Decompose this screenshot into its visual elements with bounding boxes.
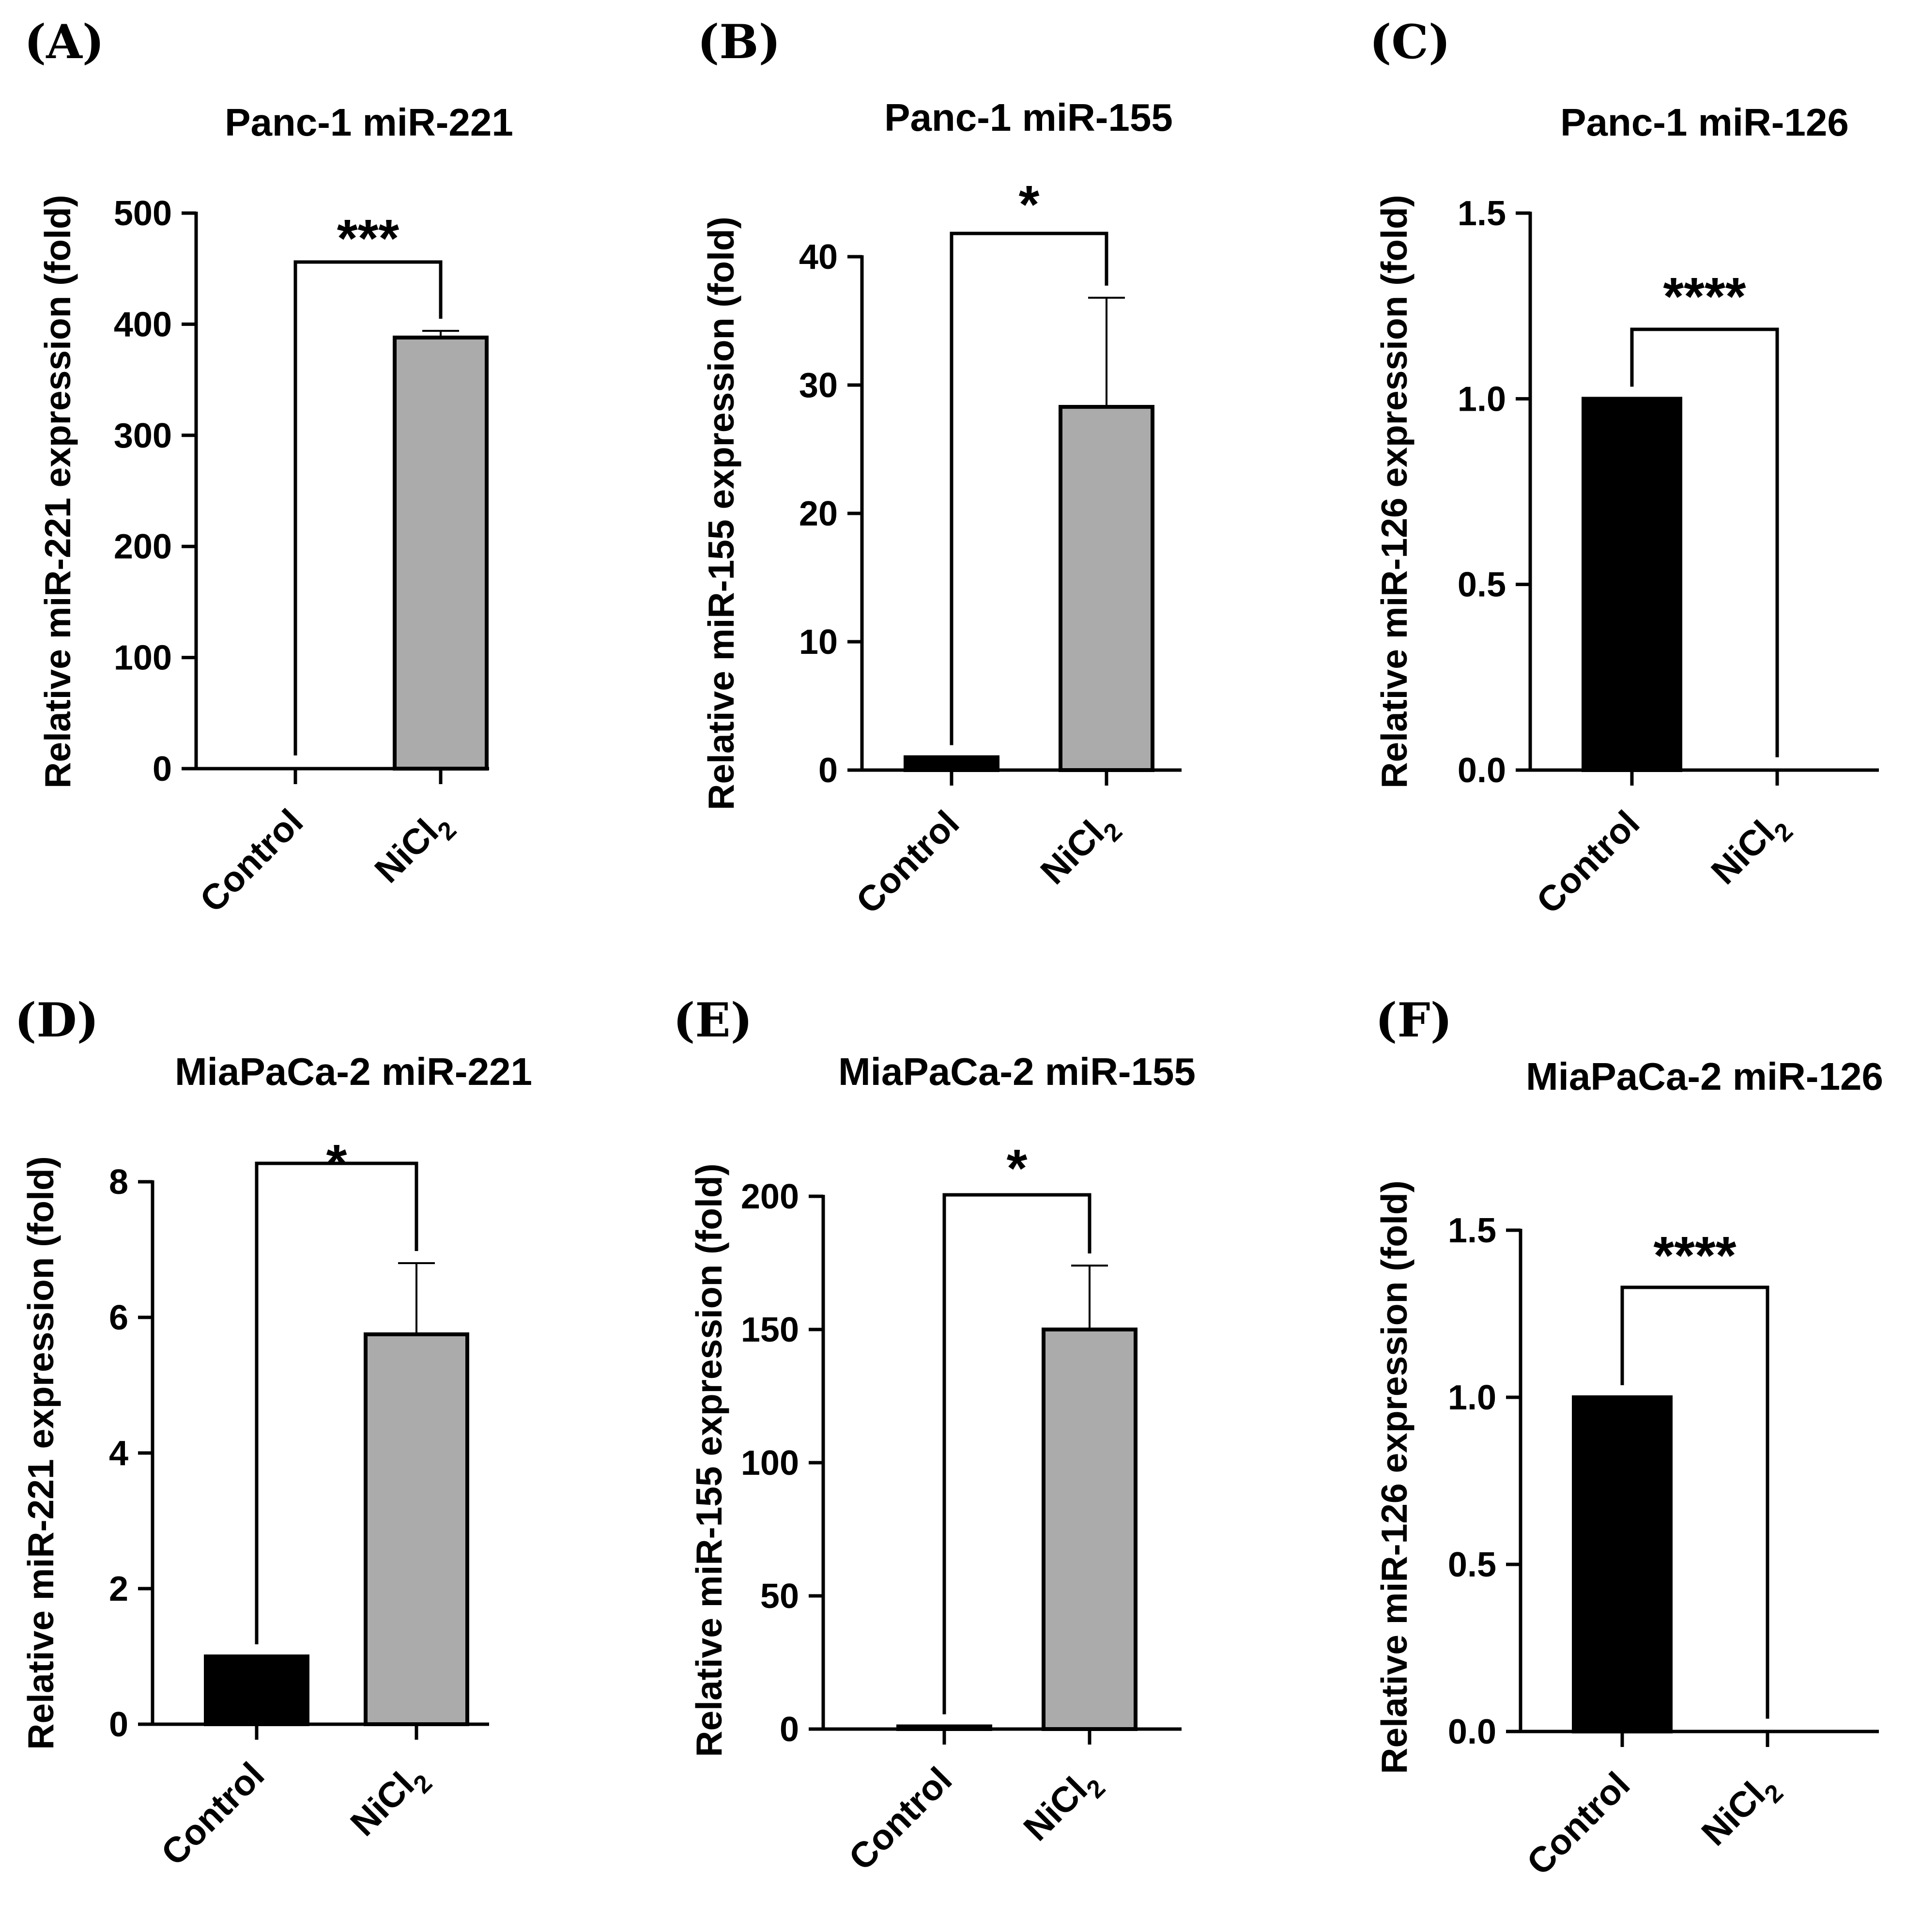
category-name: Control [192,802,311,920]
y-tick-label: 1.5 [1448,1211,1496,1250]
x-tick-label: NiCl2 [343,1755,438,1850]
y-tick-label: 50 [760,1577,799,1616]
category-name: NiCl [1033,813,1112,892]
y-tick-label: 0.0 [1448,1713,1496,1751]
chart-panel-d: (D) MiaPaCa-2 miR-221 Relative miR-221 exp… [15,993,532,1873]
y-tick-label: 0 [109,1705,128,1744]
panel-letter: (C) [1369,15,1450,69]
significance-stars: * [1007,1139,1028,1198]
y-tick-label: 2 [109,1570,128,1608]
y-tick-label: 1.0 [1458,380,1506,418]
y-tick-label: 0 [780,1710,799,1749]
panel-letter: (E) [673,993,753,1048]
bar-nicl2 [364,1332,469,1726]
y-tick-label: 200 [114,527,172,566]
category-name: NiCl [343,1764,422,1843]
significance-bracket [950,232,1108,745]
significance-stars: **** [1653,1226,1736,1285]
x-tick-label: NiCl2 [1704,803,1799,898]
bar-nicl2 [1059,405,1154,772]
panel-letter: (D) [15,993,99,1048]
significance-bracket [293,260,443,756]
y-tick-label: 1.5 [1458,194,1506,233]
panel-letter: (F) [1375,993,1452,1048]
y-tick-label: 0.0 [1458,751,1506,790]
bar-nicl2 [393,335,489,771]
y-axis-label: Relative miR-155 expression (fold) [701,216,741,810]
y-tick-label: 400 [114,305,172,344]
y-tick-label: 30 [799,366,838,405]
chart-title: Panc-1 miR-221 [225,101,513,144]
y-tick-label: 0.5 [1448,1546,1496,1584]
y-tick-label: 0 [153,750,172,788]
significance-stars: **** [1663,267,1746,326]
y-tick-label: 6 [109,1298,128,1337]
y-axis-label: Relative miR-126 expression (fold) [1374,1180,1414,1774]
x-tick-label: NiCl2 [1033,803,1128,898]
panel-letter: (A) [24,15,104,69]
chart-panel-f: (F) MiaPaCa-2 miR-126 Relative miR-126 exp… [1374,993,1883,1883]
category-name: NiCl [1016,1769,1095,1848]
y-tick-label: 10 [799,623,838,662]
chart-title: MiaPaCa-2 miR-155 [838,1050,1196,1093]
category-name: Control [154,1755,272,1873]
y-tick-label: 100 [114,639,172,678]
y-tick-label: 40 [799,238,838,277]
chart-panel-c: (C) Panc-1 miR-126 Relative miR-126 expres… [1369,15,1879,921]
chart-title: MiaPaCa-2 miR-126 [1526,1055,1883,1098]
significance-stars: *** [337,209,400,268]
category-name: NiCl [367,811,446,890]
category-name: NiCl [1704,813,1783,892]
significance-bracket [1620,1285,1769,1719]
chart-panel-e: (E) MiaPaCa-2 miR-155 Relative miR-155 exp… [673,993,1196,1878]
y-tick-label: 500 [114,194,172,233]
bar-control [204,1654,309,1726]
bar-nicl2 [1042,1328,1137,1731]
category-name: Control [1529,803,1647,922]
bar-control [1572,1395,1673,1733]
y-tick-label: 0 [818,751,838,790]
x-tick-label: Control [154,1755,272,1873]
y-tick-label: 1.0 [1448,1378,1496,1417]
chart-title: Panc-1 miR-155 [884,96,1173,139]
x-tick-label: Control [841,1760,960,1878]
chart-panel-a: (A) Panc-1 miR-221 Relative miR-221 expres… [24,15,513,920]
category-name: Control [1519,1764,1638,1883]
y-tick-label: 4 [109,1434,128,1473]
y-tick-label: 200 [741,1177,799,1216]
x-tick-label: NiCl2 [1016,1760,1111,1855]
significance-bracket [255,1161,418,1644]
bar-control [1582,397,1682,772]
significance-bracket [1630,327,1779,757]
x-tick-label: Control [848,803,967,922]
y-axis-label: Relative miR-155 expression (fold) [689,1163,729,1757]
y-tick-label: 100 [741,1444,799,1483]
category-name: Control [841,1760,960,1878]
y-tick-label: 150 [741,1311,799,1349]
category-name: NiCl [1694,1774,1773,1853]
panel-letter: (B) [697,15,781,69]
y-tick-label: 0.5 [1458,566,1506,604]
significance-bracket [942,1193,1091,1715]
y-axis-label: Relative miR-221 expression (fold) [37,195,78,788]
category-name: Control [848,803,967,922]
bar-control [904,755,999,772]
significance-stars: * [1019,175,1040,234]
x-tick-label: Control [192,802,311,920]
y-axis-label: Relative miR-126 expression (fold) [1374,195,1414,788]
y-tick-label: 300 [114,417,172,455]
chart-title: Panc-1 miR-126 [1560,101,1849,144]
chart-title: MiaPaCa-2 miR-221 [175,1050,532,1093]
x-tick-label: NiCl2 [367,802,462,897]
y-axis-label: Relative miR-221 expression (fold) [20,1156,61,1749]
significance-stars: * [326,1134,347,1193]
x-tick-label: NiCl2 [1694,1764,1789,1860]
x-tick-label: Control [1529,803,1647,922]
chart-panel-b: (B) Panc-1 miR-155 Relative miR-155 expres… [697,15,1182,921]
y-tick-label: 8 [109,1163,128,1202]
y-tick-label: 20 [799,495,838,533]
x-tick-label: Control [1519,1764,1638,1883]
